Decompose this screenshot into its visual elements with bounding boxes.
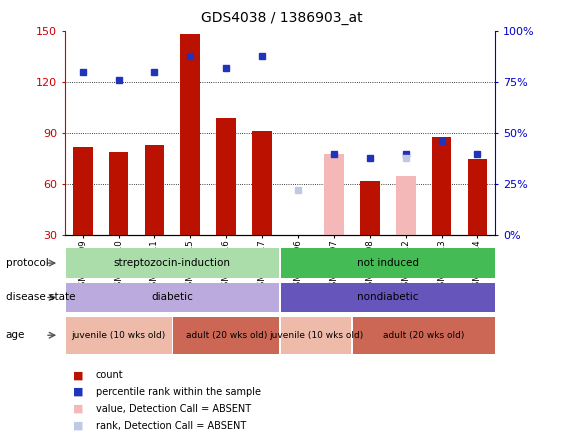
Text: ■: ■ xyxy=(73,387,84,397)
Bar xyxy=(468,159,488,235)
Bar xyxy=(281,317,351,353)
Text: adult (20 wks old): adult (20 wks old) xyxy=(383,331,464,340)
Text: ■: ■ xyxy=(73,370,84,380)
Text: GDS4038 / 1386903_at: GDS4038 / 1386903_at xyxy=(200,11,363,25)
Bar xyxy=(432,137,452,235)
Bar xyxy=(66,283,279,312)
Bar xyxy=(353,317,494,353)
Text: juvenile (10 wks old): juvenile (10 wks old) xyxy=(72,331,166,340)
Bar xyxy=(324,154,344,235)
Bar xyxy=(173,317,279,353)
Text: disease state: disease state xyxy=(6,293,75,302)
Text: ■: ■ xyxy=(73,404,84,414)
Bar xyxy=(109,152,128,235)
Text: nondiabetic: nondiabetic xyxy=(357,293,418,302)
Bar xyxy=(252,131,272,235)
Bar xyxy=(216,118,236,235)
Text: age: age xyxy=(6,330,25,340)
Text: ■: ■ xyxy=(73,421,84,431)
Bar xyxy=(396,176,415,235)
Text: protocol: protocol xyxy=(6,258,48,268)
Bar xyxy=(360,181,379,235)
Bar xyxy=(145,145,164,235)
Text: diabetic: diabetic xyxy=(151,293,193,302)
Bar xyxy=(66,317,172,353)
Text: juvenile (10 wks old): juvenile (10 wks old) xyxy=(269,331,363,340)
Text: percentile rank within the sample: percentile rank within the sample xyxy=(96,387,261,397)
Bar xyxy=(66,248,279,278)
Bar xyxy=(181,35,200,235)
Text: rank, Detection Call = ABSENT: rank, Detection Call = ABSENT xyxy=(96,421,246,431)
Text: count: count xyxy=(96,370,123,380)
Text: adult (20 wks old): adult (20 wks old) xyxy=(186,331,267,340)
Bar xyxy=(281,248,494,278)
Text: not induced: not induced xyxy=(357,258,419,268)
Text: value, Detection Call = ABSENT: value, Detection Call = ABSENT xyxy=(96,404,251,414)
Bar xyxy=(281,283,494,312)
Text: streptozocin-induction: streptozocin-induction xyxy=(114,258,231,268)
Bar xyxy=(73,147,92,235)
